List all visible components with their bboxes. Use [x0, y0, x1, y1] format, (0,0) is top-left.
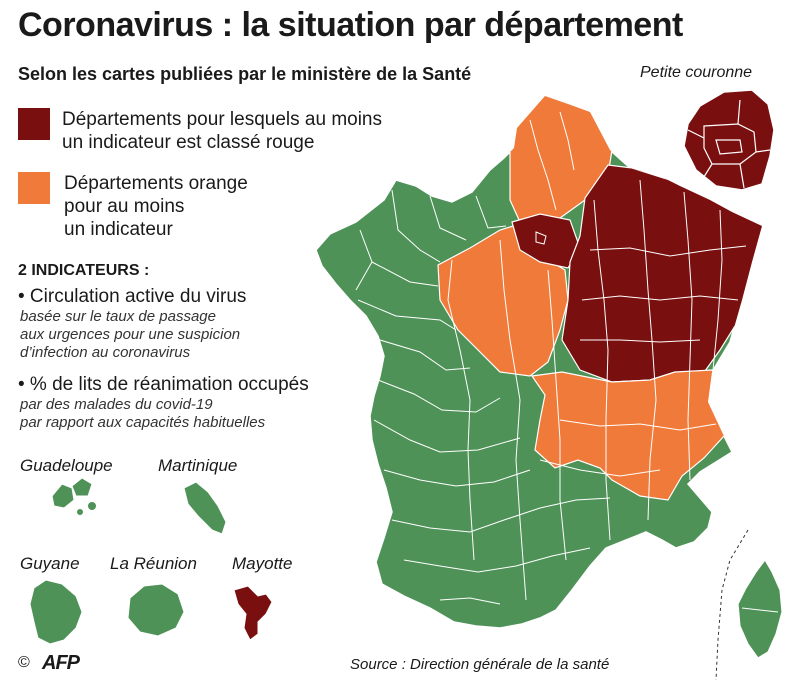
label-martinique: Martinique	[158, 456, 238, 475]
indicator-2-line: par rapport aux capacités habituelles	[20, 414, 266, 431]
source-note: Source : Direction générale de la santé	[350, 656, 610, 673]
legend-orange-swatch	[18, 172, 50, 204]
indicator-1-line: d’infection au coronavirus	[20, 344, 191, 361]
legend-orange-line3: un indicateur	[64, 219, 173, 240]
region-centre	[437, 223, 569, 377]
mayotte-shape	[233, 585, 273, 641]
indicators-heading: 2 INDICATEURS :	[18, 262, 150, 279]
map-title: Coronavirus : la situation par départeme…	[18, 6, 683, 44]
reunion-shape	[127, 583, 185, 637]
copyright-symbol: ©	[18, 654, 30, 671]
indicator-2-title: • % de lits de réanimation occupés	[18, 374, 309, 395]
petite-couronne-inset	[683, 89, 775, 191]
legend-red: Départements pour lesquels au moins un i…	[18, 108, 382, 154]
corsica-border	[741, 607, 779, 613]
corsica-inset-line	[715, 529, 749, 681]
legend-orange: Départements orange pour au moins un ind…	[18, 172, 248, 241]
legend-red-line2: un indicateur est classé rouge	[62, 132, 315, 153]
indicator-1: • Circulation active du virus basée sur …	[18, 286, 246, 362]
guadeloupe-shape	[51, 477, 96, 515]
map-subtitle: Selon les cartes publiées par le ministè…	[18, 64, 472, 84]
indicator-2-line: par des malades du covid-19	[20, 396, 213, 413]
legend-orange-line1: Départements orange	[64, 173, 248, 194]
legend-red-line1: Départements pour lesquels au moins	[62, 109, 383, 130]
indicator-1-line: basée sur le taux de passage	[20, 308, 216, 325]
indicator-1-line: aux urgences pour une suspicion	[20, 326, 241, 343]
label-mayotte: Mayotte	[232, 554, 293, 573]
region-grand-est-bfc	[561, 164, 762, 383]
indicator-1-title: • Circulation active du virus	[18, 286, 247, 307]
legend-red-swatch	[18, 108, 50, 140]
label-guyane: Guyane	[20, 554, 80, 573]
department-borders	[355, 111, 747, 605]
martinique-shape	[183, 481, 227, 535]
metropole	[315, 95, 763, 629]
petite-couronne-label: Petite couronne	[640, 64, 753, 81]
legend-red-text: Départements pour lesquels au moins un i…	[62, 108, 382, 154]
label-guadeloupe: Guadeloupe	[20, 456, 113, 475]
legend-orange-line2: pour au moins	[64, 196, 185, 217]
label-la-reunion: La Réunion	[110, 554, 197, 573]
legend-orange-text: Départements orange pour au moins un ind…	[64, 172, 248, 241]
guyane-shape	[29, 579, 83, 645]
corsica	[737, 558, 783, 659]
afp-logo: AFP	[42, 652, 80, 674]
indicator-2: • % de lits de réanimation occupés par d…	[18, 374, 309, 432]
paris-detail	[535, 231, 547, 245]
